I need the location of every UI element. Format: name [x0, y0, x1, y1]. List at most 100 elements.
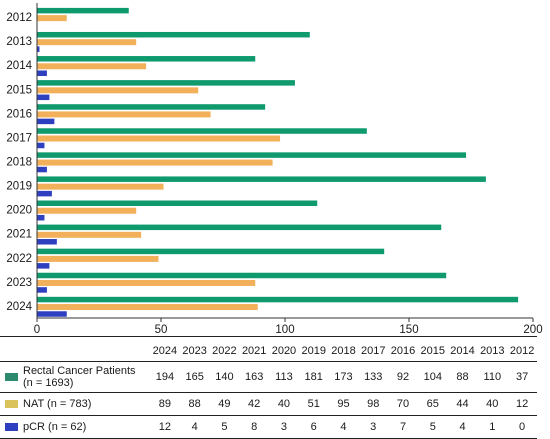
bar-patients-2022 [37, 248, 385, 255]
bar-pcr-2022 [37, 263, 50, 269]
table-year-header: 2019 [301, 345, 326, 357]
bar-pcr-2019 [37, 190, 52, 197]
data-table-container: 2024 2023 2022 2021 2020 2019 2018 2017 2016 2015… [0, 336, 550, 439]
bar-patients-2016 [37, 104, 266, 110]
bar-nat-2013 [37, 39, 137, 46]
y-tick-label: 2017 [6, 132, 32, 144]
table-year-header: 2018 [331, 345, 356, 357]
legend-label-line1: pCR (n = 62) [23, 421, 87, 434]
legend-label-line2: (n = 1693) [23, 377, 74, 389]
bar-patients-2017 [37, 128, 367, 134]
x-tick-label: 200 [523, 324, 542, 336]
table-cell: 92 [388, 361, 418, 393]
table-row-label: NAT (n = 783) [0, 392, 150, 416]
y-tick-label: 2021 [6, 229, 32, 241]
table-cell: 110 [477, 361, 508, 393]
table-cell: 133 [358, 361, 389, 393]
legend-label-line1: NAT (n = 783) [23, 398, 92, 411]
table-cell: 173 [328, 361, 359, 393]
table-cell: 104 [417, 361, 448, 393]
table-cell: 65 [417, 392, 448, 416]
legend-label-line1: Rectal Cancer Patients [23, 365, 136, 377]
bar-pcr-2024 [37, 311, 67, 317]
bar-pcr-2017 [37, 142, 45, 149]
bar-nat-2012 [37, 15, 67, 22]
bar-nat-2014 [37, 63, 147, 70]
bar-patients-2014 [37, 56, 256, 62]
table-cell: 7 [388, 415, 418, 439]
bar-nat-2015 [37, 87, 199, 94]
bar-patients-2012 [37, 7, 129, 14]
bar-pcr-2014 [37, 70, 47, 76]
bar-pcr-2016 [37, 118, 55, 125]
data-table: 2024 2023 2022 2021 2020 2019 2018 2017 2016 2015… [0, 336, 537, 439]
table-year-header: 2024 [152, 345, 178, 357]
table-cell: 40 [269, 392, 299, 416]
table-year-header: 2015 [420, 345, 446, 357]
table-cell: 70 [388, 392, 418, 416]
legend-swatch [5, 373, 18, 381]
table-cell: 6 [298, 415, 329, 439]
table-row: pCR (n = 62) 12 4 5 8 3 6 4 3 7 5 4 1 0 [0, 415, 537, 439]
table-cell: 3 [269, 415, 299, 439]
x-tick-label: 0 [34, 324, 40, 336]
table-year-header: 2020 [271, 345, 297, 357]
table-cell: 95 [328, 392, 359, 416]
table-cell: 140 [209, 361, 240, 393]
table-year-header: 2017 [361, 345, 386, 357]
bar-patients-2020 [37, 200, 318, 207]
legend-label: NAT (n = 783) [23, 398, 91, 410]
table-corner-cell [0, 341, 150, 362]
legend-label: Rectal Cancer Patients (n = 1693) [23, 365, 136, 389]
table-cell: 49 [209, 392, 240, 416]
bar-nat-2017 [37, 135, 281, 142]
bar-nat-2020 [37, 207, 137, 214]
table-cell: 37 [507, 361, 537, 393]
x-tick-label: 50 [155, 324, 168, 336]
bar-nat-2024 [37, 304, 258, 311]
table-row-label: Rectal Cancer Patients (n = 1693) [0, 361, 150, 393]
table-cell: 40 [477, 392, 508, 416]
table-row-label: pCR (n = 62) [0, 415, 150, 439]
table-year-header: 2021 [241, 345, 267, 357]
x-tick-label: 100 [275, 324, 294, 336]
table-cell: 165 [179, 361, 210, 393]
bar-patients-2018 [37, 152, 467, 158]
table-cell: 113 [269, 361, 299, 393]
table-cell: 44 [447, 392, 478, 416]
table-cell: 98 [358, 392, 389, 416]
table-cell: 4 [447, 415, 478, 439]
table-cell: 194 [150, 361, 180, 393]
table-cell: 88 [447, 361, 478, 393]
y-tick-label: 2014 [6, 60, 32, 72]
table-cell: 1 [477, 415, 508, 439]
table-year-header: 2014 [450, 345, 475, 357]
table-cell: 89 [150, 392, 180, 416]
bar-patients-2024 [37, 296, 519, 303]
table-year-header: 2013 [480, 345, 505, 357]
bar-pcr-2020 [37, 214, 45, 221]
bar-patients-2019 [37, 176, 486, 182]
table-cell: 4 [328, 415, 359, 439]
table-year-header: 2016 [390, 345, 416, 357]
table-year-header: 2023 [182, 345, 207, 357]
bar-pcr-2015 [37, 94, 50, 101]
bar-patients-2021 [37, 224, 442, 231]
legend-label: pCR (n = 62) [23, 421, 86, 433]
table-cell: 163 [239, 361, 270, 393]
y-tick-label: 2015 [6, 84, 32, 96]
table-row: Rectal Cancer Patients (n = 1693) 194 165 14… [0, 361, 537, 393]
bar-pcr-2013 [37, 46, 40, 52]
legend-swatch [5, 400, 18, 409]
bar-patients-2023 [37, 272, 447, 279]
table-row: NAT (n = 783) 89 88 49 42 40 51 95 98 70 65 44 40 12 [0, 392, 537, 416]
table-cell: 8 [239, 415, 270, 439]
table-cell: 88 [179, 392, 210, 416]
table-cell: 3 [358, 415, 389, 439]
bar-patients-2015 [37, 80, 295, 86]
table-cell: 12 [150, 415, 180, 439]
table-cell: 4 [179, 415, 210, 439]
legend-swatch [5, 423, 18, 432]
table-year-header: 2012 [509, 345, 535, 357]
bar-pcr-2021 [37, 239, 57, 245]
